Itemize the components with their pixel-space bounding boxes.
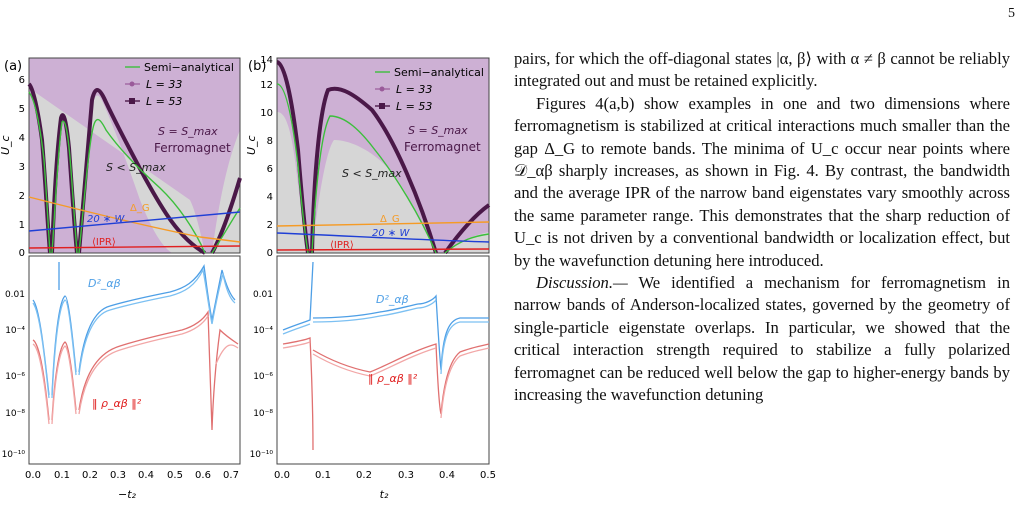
svg-text:5: 5 <box>19 104 25 115</box>
bandwidth-curve-b <box>276 232 490 243</box>
svg-text:1: 1 <box>19 220 25 231</box>
svg-text:0.7: 0.7 <box>223 470 239 481</box>
svg-text:10⁻¹⁰: 10⁻¹⁰ <box>250 450 274 460</box>
svg-text:0.3: 0.3 <box>398 470 414 481</box>
svg-text:0: 0 <box>267 248 273 259</box>
x-ticks-a: 0.0 0.1 0.2 0.3 0.4 0.5 0.6 0.7 <box>25 470 239 481</box>
svg-text:6: 6 <box>19 75 25 86</box>
rho-label-a: ‖ ρ_αβ ‖² <box>92 397 142 410</box>
y-axis-label-a: U_c <box>0 135 12 155</box>
sless-label-b: S < S_max <box>342 167 402 180</box>
panel-b-label: (b) <box>248 59 266 74</box>
ipr-label-a: ⟨IPR⟩ <box>92 237 116 248</box>
x-ticks-b: 0.0 0.1 0.2 0.3 0.4 0.5 <box>274 470 496 481</box>
delta-g-curve <box>28 196 241 243</box>
svg-text:0.4: 0.4 <box>138 470 154 481</box>
svg-text:0.1: 0.1 <box>54 470 70 481</box>
x-axis-label-a: −t₂ <box>118 488 137 501</box>
svg-text:0.5: 0.5 <box>480 470 496 481</box>
delta-g-label-b: Δ_G <box>380 214 400 225</box>
semi-analytical-curve <box>28 91 241 254</box>
svg-text:0.1: 0.1 <box>315 470 331 481</box>
paragraph-figures: Figures 4(a,b) show examples in one and … <box>514 93 1010 270</box>
body-text-column: pairs, for which the off-diagonal states… <box>514 48 1010 407</box>
ipr-curve <box>28 245 241 249</box>
bandwidth-label-a: 20 ∗ W <box>87 214 125 225</box>
lower-y-ticks-b: 0.01 10⁻⁴ 10⁻⁶ 10⁻⁸ 10⁻¹⁰ <box>250 290 274 460</box>
smax-label-a: S = S_max <box>158 125 218 138</box>
page-number: 5 <box>1008 6 1015 21</box>
d2-label-a: D²_αβ <box>88 277 121 290</box>
svg-text:10⁻¹⁰: 10⁻¹⁰ <box>2 450 26 460</box>
figure-4: (a) Semi−analytical L = 33 L = 53 S = S_… <box>0 55 496 501</box>
legend-l53-a: L = 53 <box>146 95 182 108</box>
svg-text:0.0: 0.0 <box>25 470 41 481</box>
svg-text:6: 6 <box>267 164 273 175</box>
svg-text:2: 2 <box>267 220 273 231</box>
svg-text:0.4: 0.4 <box>439 470 455 481</box>
x-axis-label-b: t₂ <box>380 488 389 501</box>
rho-curve-a <box>32 309 239 431</box>
svg-text:4: 4 <box>267 192 273 203</box>
svg-text:8: 8 <box>267 136 273 147</box>
ferromagnet-label-a: Ferromagnet <box>154 141 231 155</box>
discussion-body: We identified a mechanism for ferromagne… <box>514 273 1010 405</box>
discussion-heading: Discussion.— <box>536 273 628 293</box>
panel-b: (b) Semi−analytical L = 33 L = 53 S = S_… <box>245 55 496 501</box>
svg-text:10⁻⁶: 10⁻⁶ <box>5 372 25 382</box>
panel-a: (a) Semi−analytical L = 33 L = 53 S = S_… <box>0 57 242 501</box>
s-less-region-b <box>277 112 489 253</box>
smax-label-b: S = S_max <box>408 124 468 137</box>
svg-text:0.01: 0.01 <box>5 290 25 300</box>
y-axis-label-b: U_c <box>245 135 258 155</box>
bandwidth-curve <box>28 211 241 232</box>
svg-text:10⁻⁴: 10⁻⁴ <box>253 326 273 336</box>
svg-text:12: 12 <box>260 80 273 91</box>
lower-plot-b <box>276 255 490 465</box>
svg-text:0.2: 0.2 <box>356 470 372 481</box>
legend-semi-a: Semi−analytical <box>144 61 234 74</box>
d2-label-b: D²_αβ <box>376 293 409 306</box>
ipr-curve-b <box>276 248 490 251</box>
svg-text:4: 4 <box>19 133 25 144</box>
semi-analytical-curve-b <box>276 83 490 254</box>
delta-g-label-a: Δ_G <box>130 203 150 214</box>
svg-text:14: 14 <box>260 55 273 66</box>
svg-text:0.3: 0.3 <box>110 470 126 481</box>
legend-l33-a: L = 33 <box>146 78 182 91</box>
paragraph-continuation: pairs, for which the off-diagonal states… <box>514 49 1010 91</box>
svg-text:0.2: 0.2 <box>82 470 98 481</box>
svg-text:0: 0 <box>19 248 25 259</box>
svg-text:10⁻⁸: 10⁻⁸ <box>253 409 273 419</box>
rho-curve-b <box>282 337 490 451</box>
svg-text:0.0: 0.0 <box>274 470 290 481</box>
legend-l53-b: L = 53 <box>396 100 432 113</box>
sless-label-a: S < S_max <box>106 161 166 174</box>
rho-label-b: ‖ ρ_αβ ‖² <box>368 372 418 385</box>
svg-text:10⁻⁸: 10⁻⁸ <box>5 409 25 419</box>
upper-y-ticks-b: 0 2 4 6 8 10 12 14 <box>260 55 273 259</box>
ferromagnet-label-b: Ferromagnet <box>404 140 481 154</box>
svg-text:3: 3 <box>19 162 25 173</box>
svg-text:10: 10 <box>260 108 273 119</box>
d2-curve-b <box>282 261 489 371</box>
svg-text:2: 2 <box>19 191 25 202</box>
legend-semi-b: Semi−analytical <box>394 66 484 79</box>
svg-text:0.5: 0.5 <box>167 470 183 481</box>
svg-text:0.6: 0.6 <box>195 470 211 481</box>
panel-a-label: (a) <box>4 59 22 74</box>
upper-y-ticks-a: 0 1 2 3 4 5 6 <box>19 75 25 259</box>
svg-text:0.01: 0.01 <box>253 290 273 300</box>
svg-text:10⁻⁴: 10⁻⁴ <box>5 326 25 336</box>
lower-y-ticks-a: 0.01 10⁻⁴ 10⁻⁶ 10⁻⁸ 10⁻¹⁰ <box>2 290 26 460</box>
legend-l33-b: L = 33 <box>396 83 432 96</box>
delta-g-curve-b <box>276 221 490 227</box>
lower-plot-a <box>28 255 241 465</box>
paragraph-discussion: Discussion.— We identified a mechanism f… <box>514 272 1010 406</box>
svg-text:10⁻⁶: 10⁻⁶ <box>253 372 273 382</box>
bandwidth-label-b: 20 ∗ W <box>372 228 410 239</box>
ipr-label-b: ⟨IPR⟩ <box>330 240 354 251</box>
